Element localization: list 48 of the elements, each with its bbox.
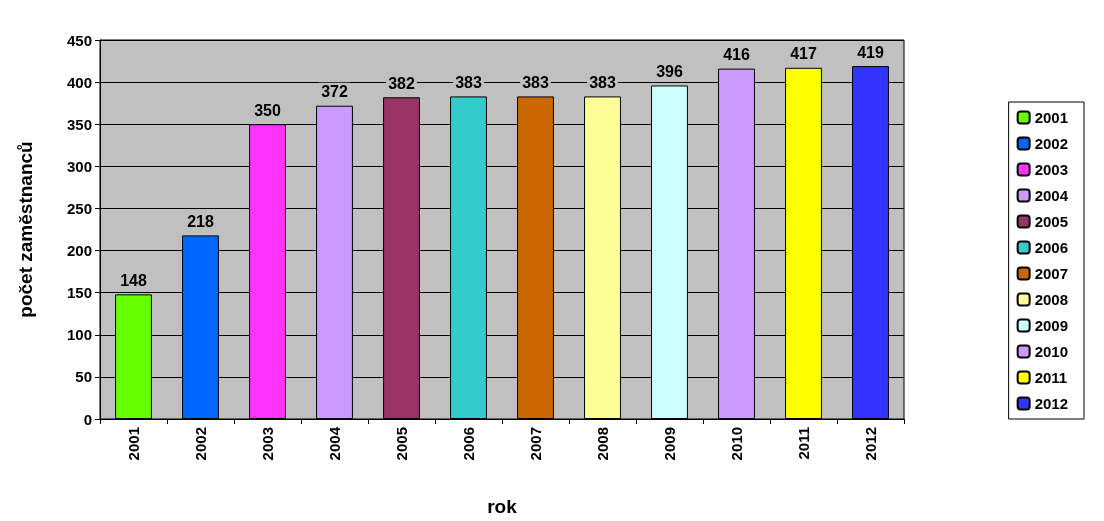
data-label: 419 <box>857 43 884 61</box>
x-tick-label: 2002 <box>192 427 209 461</box>
data-label: 383 <box>455 73 482 91</box>
x-tick-label: 2004 <box>326 426 343 461</box>
x-tick-label: 2006 <box>460 427 477 461</box>
data-label: 382 <box>388 74 415 92</box>
y-tick-label: 350 <box>66 115 92 133</box>
data-label: 372 <box>321 83 348 101</box>
data-label: 218 <box>187 212 214 230</box>
x-tick-label: 2009 <box>661 427 678 461</box>
x-tick-label: 2008 <box>594 427 611 461</box>
data-label: 383 <box>522 73 549 91</box>
data-label: 148 <box>120 271 147 289</box>
data-label: 383 <box>589 73 616 91</box>
x-tick-label: 2005 <box>393 427 410 461</box>
legend-label: 2006 <box>1034 239 1069 256</box>
data-label: 417 <box>790 45 817 63</box>
y-tick-label: 250 <box>66 199 92 217</box>
data-label: 396 <box>656 62 683 80</box>
y-tick-label: 450 <box>66 31 92 49</box>
x-axis-title: rok <box>487 496 518 517</box>
legend-label: 2008 <box>1034 291 1069 308</box>
y-tick-label: 50 <box>75 368 92 386</box>
x-tick-label: 2003 <box>259 427 276 461</box>
y-tick-label: 100 <box>66 326 92 344</box>
x-tick-label: 2007 <box>527 427 544 461</box>
y-tick-label: 400 <box>66 73 92 91</box>
legend-label: 2005 <box>1034 213 1069 230</box>
data-label: 350 <box>254 101 281 119</box>
legend-label: 2001 <box>1034 109 1069 126</box>
data-label: 416 <box>723 46 750 64</box>
y-axis-title: počet zaměstnanců <box>15 141 36 318</box>
legend-label: 2009 <box>1034 317 1069 334</box>
y-tick-label: 0 <box>83 410 92 428</box>
legend-label: 2004 <box>1034 187 1069 204</box>
y-tick-label: 200 <box>66 242 92 260</box>
x-tick-label: 2001 <box>125 427 142 461</box>
y-tick-label: 300 <box>66 157 92 175</box>
legend-label: 2012 <box>1034 395 1069 412</box>
legend-label: 2003 <box>1034 161 1069 178</box>
x-tick-label: 2012 <box>862 427 879 461</box>
legend-label: 2011 <box>1034 369 1068 386</box>
y-tick-label: 150 <box>66 284 92 302</box>
legend-label: 2007 <box>1034 265 1069 282</box>
x-tick-label: 2010 <box>728 427 745 461</box>
x-tick-label: 2011 <box>795 427 812 460</box>
legend-label: 2002 <box>1034 135 1069 152</box>
legend-label: 2010 <box>1034 343 1069 360</box>
